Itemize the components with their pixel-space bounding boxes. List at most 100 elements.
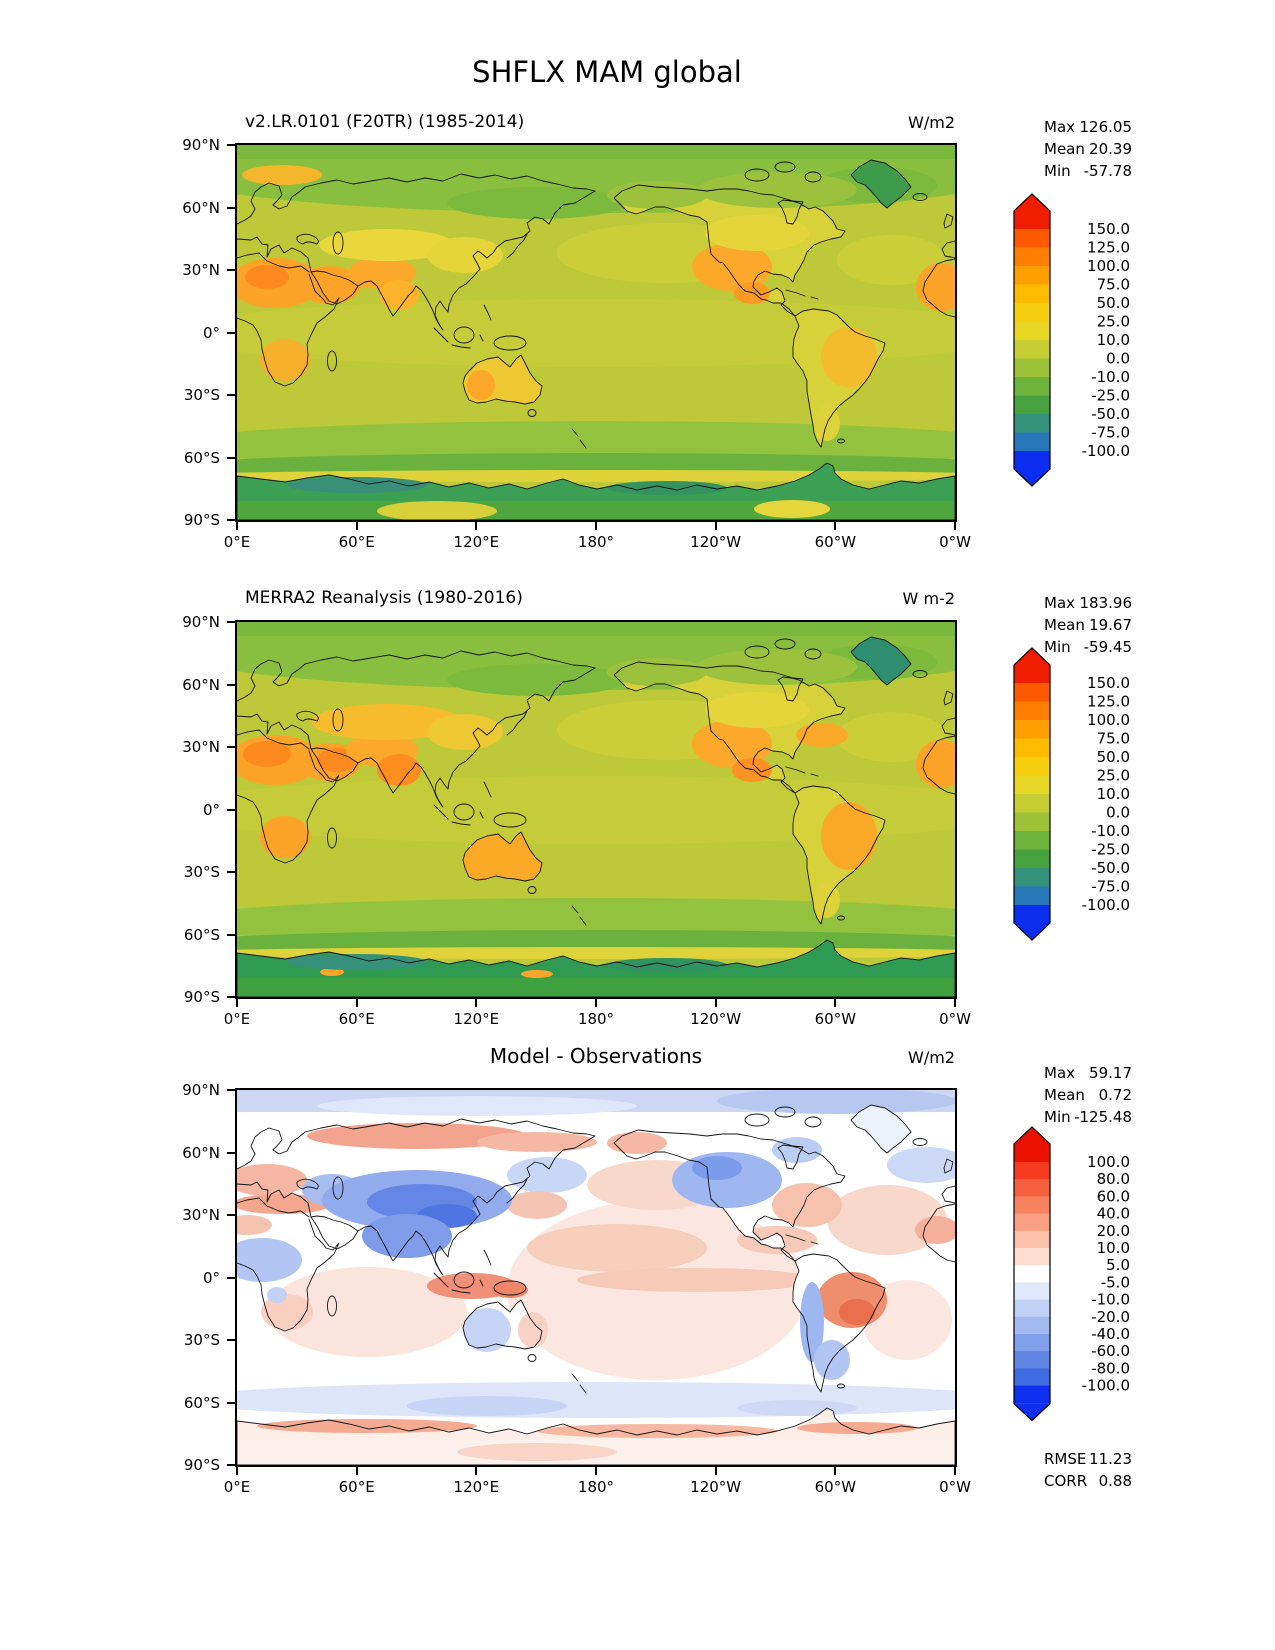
stat-value: -57.78 bbox=[1083, 162, 1132, 180]
x-tick-mark bbox=[236, 1467, 238, 1475]
stat-label: Max bbox=[1044, 1064, 1076, 1082]
x-tick-label: 0°W bbox=[939, 1478, 971, 1496]
y-tick-mark bbox=[227, 1276, 235, 1279]
x-tick-mark bbox=[714, 522, 717, 530]
x-tick-label: 0°E bbox=[223, 1478, 251, 1496]
x-tick-mark bbox=[475, 999, 478, 1007]
y-tick-mark bbox=[227, 519, 235, 521]
colorbar-tick-label: 100.0 bbox=[1087, 711, 1130, 729]
colorbar-tick-label: 150.0 bbox=[1087, 674, 1130, 692]
x-tick-label: 120°E bbox=[453, 1010, 500, 1028]
x-tick-mark bbox=[595, 1467, 597, 1475]
stat-value: 59.17 bbox=[1089, 1064, 1132, 1082]
colorbar-tick-label: -25.0 bbox=[1091, 841, 1130, 859]
colorbar-svg: 150.0125.0100.075.050.025.010.00.0-10.0-… bbox=[1013, 647, 1130, 941]
panel2-title: MERRA2 Reanalysis (1980-2016) bbox=[245, 588, 523, 608]
x-tick-label: 60°E bbox=[338, 533, 375, 551]
colorbar-tick-label: 100.0 bbox=[1087, 257, 1130, 275]
stat-value: -59.45 bbox=[1083, 638, 1132, 656]
stat-value: 19.67 bbox=[1089, 616, 1132, 634]
stat-value: -125.48 bbox=[1074, 1108, 1132, 1126]
colorbar-svg: 150.0125.0100.075.050.025.010.00.0-10.0-… bbox=[1013, 193, 1130, 487]
colorbar-tick-label: 10.0 bbox=[1097, 785, 1130, 803]
colorbar-tick-label: 25.0 bbox=[1097, 767, 1130, 785]
y-tick-label: 0° bbox=[202, 323, 220, 342]
map-reanalysis bbox=[235, 620, 957, 999]
stat-label: Min bbox=[1044, 162, 1071, 180]
panel3-x-axis: 0°E 60°E 120°E 180° 120°W 60°W 0°W bbox=[224, 1467, 971, 1501]
colorbar-tick-label: -50.0 bbox=[1091, 859, 1130, 877]
panel1-title: v2.LR.0101 (F20TR) (1985-2014) bbox=[245, 112, 525, 132]
stat-label: Mean bbox=[1044, 140, 1085, 158]
colorbar-tick-label: -75.0 bbox=[1091, 424, 1130, 442]
y-tick-mark bbox=[227, 456, 235, 459]
y-tick-label: 90°N bbox=[182, 136, 220, 154]
x-tick-label: 60°E bbox=[338, 1478, 375, 1496]
x-tick-mark bbox=[834, 1467, 837, 1475]
panel2-units: W m-2 bbox=[902, 589, 955, 608]
y-tick-mark bbox=[227, 621, 235, 623]
x-tick-label: 120°W bbox=[690, 533, 742, 551]
panel3-units: W/m2 bbox=[908, 1048, 955, 1067]
colorbar-tick-label: 10.0 bbox=[1097, 1239, 1130, 1257]
x-tick-label: 180° bbox=[577, 533, 615, 551]
y-tick-mark bbox=[227, 394, 235, 396]
colorbar-tick-label: 80.0 bbox=[1097, 1170, 1130, 1188]
x-tick-label: 180° bbox=[577, 1010, 615, 1028]
mean-stat-row: Mean 19.67 bbox=[1044, 614, 1132, 636]
y-tick-label: 30°N bbox=[182, 261, 220, 279]
stat-label: CORR bbox=[1044, 1472, 1088, 1490]
y-tick-label: 90°N bbox=[182, 613, 220, 631]
stat-label: Min bbox=[1044, 638, 1071, 656]
y-tick-label: 90°S bbox=[183, 511, 220, 529]
colorbar-tick-label: -40.0 bbox=[1091, 1325, 1130, 1343]
colorbar-tick-label: 125.0 bbox=[1087, 693, 1130, 711]
map-reanalysis-svg bbox=[237, 622, 955, 997]
y-tick-mark bbox=[227, 933, 235, 936]
colorbar-tick-label: -100.0 bbox=[1082, 1377, 1130, 1395]
colorbar-tick-label: -10.0 bbox=[1091, 368, 1130, 386]
colorbar-tick-label: -5.0 bbox=[1101, 1273, 1130, 1291]
min-stat-row: Min -57.78 bbox=[1044, 160, 1132, 182]
colorbar-tick-label: 50.0 bbox=[1097, 294, 1130, 312]
x-tick-mark bbox=[714, 999, 717, 1007]
y-tick-mark bbox=[227, 683, 235, 686]
stat-value: 20.39 bbox=[1089, 140, 1132, 158]
figure-title: SHFLX MAM global bbox=[472, 55, 742, 89]
x-tick-label: 60°W bbox=[814, 533, 857, 551]
stat-label: RMSE bbox=[1044, 1450, 1087, 1468]
panel1-x-axis: 0°E 60°E 120°E 180° 120°W 60°W 0°W bbox=[224, 522, 971, 556]
x-tick-mark bbox=[475, 522, 478, 530]
x-tick-mark bbox=[954, 999, 956, 1007]
x-tick-label: 120°E bbox=[453, 1478, 500, 1496]
colorbar-tick-label: 60.0 bbox=[1097, 1187, 1130, 1205]
x-tick-mark bbox=[954, 1467, 956, 1475]
panel2-colorbar: 150.0 125.0 100.0 75.0 50.0 25.0 10.0 0.0 -10.0-… bbox=[1008, 645, 1132, 943]
colorbar-tick-label: -80.0 bbox=[1091, 1359, 1130, 1377]
y-tick-label: 60°S bbox=[183, 448, 220, 467]
min-stat-row: Min -59.45 bbox=[1044, 636, 1132, 658]
panel1-units: W/m2 bbox=[908, 113, 955, 132]
y-tick-mark bbox=[227, 144, 235, 146]
y-tick-label: 60°N bbox=[182, 1143, 220, 1162]
stat-value: 11.23 bbox=[1089, 1450, 1132, 1468]
map-difference bbox=[235, 1088, 957, 1467]
colorbar-tick-label: 100.0 bbox=[1087, 1153, 1130, 1171]
x-tick-label: 180° bbox=[577, 1478, 615, 1496]
stat-label: Max bbox=[1044, 118, 1076, 136]
colorbar-tick-label: 0.0 bbox=[1106, 804, 1130, 822]
colorbar-tick-label: -10.0 bbox=[1091, 1291, 1130, 1309]
y-tick-label: 60°N bbox=[182, 675, 220, 694]
stat-value: 0.72 bbox=[1098, 1086, 1132, 1104]
x-tick-label: 0°E bbox=[223, 1010, 251, 1028]
colorbar-tick-label: 50.0 bbox=[1097, 748, 1130, 766]
colorbar-tick-label: -100.0 bbox=[1082, 896, 1130, 914]
y-tick-label: 30°N bbox=[182, 738, 220, 756]
x-tick-mark bbox=[355, 1467, 358, 1475]
y-tick-label: 0° bbox=[202, 1268, 220, 1287]
x-tick-label: 0°E bbox=[223, 533, 251, 551]
stat-label: Max bbox=[1044, 594, 1076, 612]
rmse-stat-row: RMSE 11.23 bbox=[1044, 1448, 1132, 1470]
x-tick-mark bbox=[236, 999, 238, 1007]
panel1-colorbar: 150.0 125.0 100.0 75.0 50.0 25.0 10.0 0.0 -10.0-… bbox=[1008, 191, 1132, 489]
